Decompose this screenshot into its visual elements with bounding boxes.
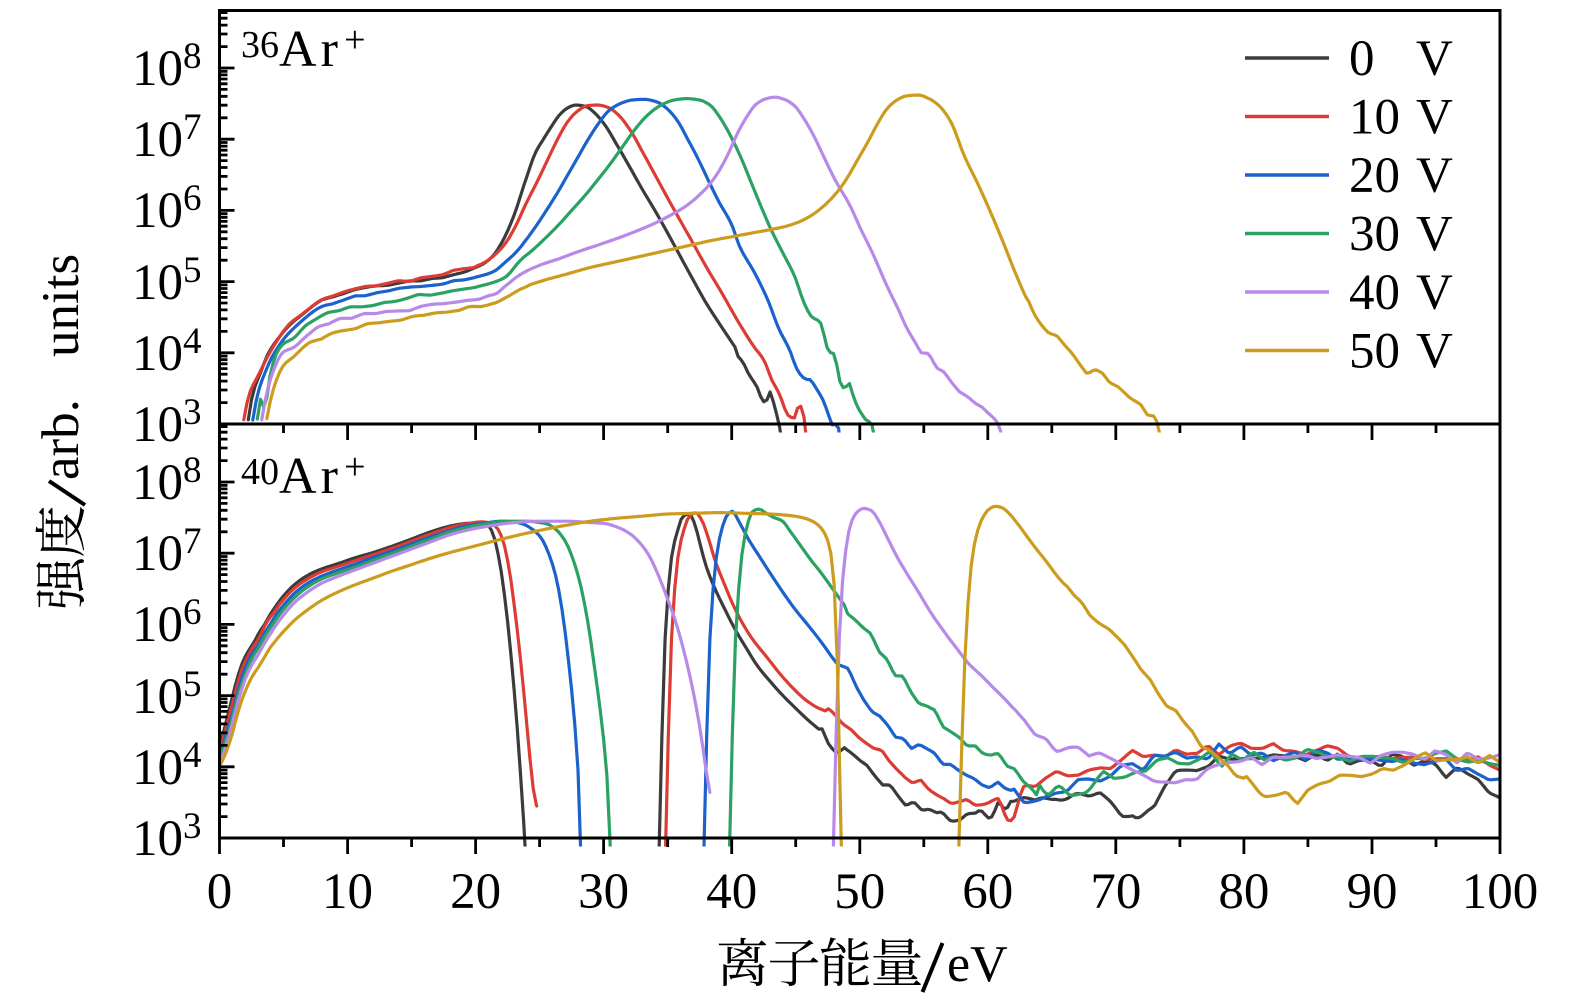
- svg-text:100: 100: [1462, 864, 1539, 920]
- svg-text:60: 60: [962, 864, 1013, 920]
- svg-text:20: 20: [450, 864, 501, 920]
- svg-text:40: 40: [706, 864, 757, 920]
- svg-text:0: 0: [207, 864, 233, 920]
- svg-text:30: 30: [578, 864, 629, 920]
- svg-text:40Ar+: 40Ar +: [241, 446, 366, 505]
- svg-text:40: 40: [1349, 265, 1400, 321]
- svg-text:V: V: [1416, 148, 1453, 204]
- svg-text:arb.: arb.: [32, 399, 90, 480]
- svg-text:V: V: [1416, 207, 1453, 263]
- svg-text:eV: eV: [947, 936, 1008, 993]
- svg-text:20: 20: [1349, 148, 1400, 204]
- svg-text:10: 10: [1349, 90, 1400, 146]
- svg-text:V: V: [1416, 265, 1453, 321]
- svg-text:50: 50: [1349, 324, 1400, 380]
- svg-text:0: 0: [1349, 31, 1375, 87]
- svg-text:70: 70: [1090, 864, 1141, 920]
- svg-text:80: 80: [1218, 864, 1269, 920]
- svg-text:V: V: [1416, 31, 1453, 87]
- svg-text:30: 30: [1349, 207, 1400, 263]
- svg-text:50: 50: [834, 864, 885, 920]
- svg-text:V: V: [1416, 90, 1453, 146]
- svg-text:10: 10: [322, 864, 373, 920]
- svg-text:V: V: [1416, 324, 1453, 380]
- svg-text:units: units: [32, 254, 90, 357]
- svg-text:36Ar+: 36Ar +: [241, 19, 366, 78]
- svg-text:90: 90: [1346, 864, 1397, 920]
